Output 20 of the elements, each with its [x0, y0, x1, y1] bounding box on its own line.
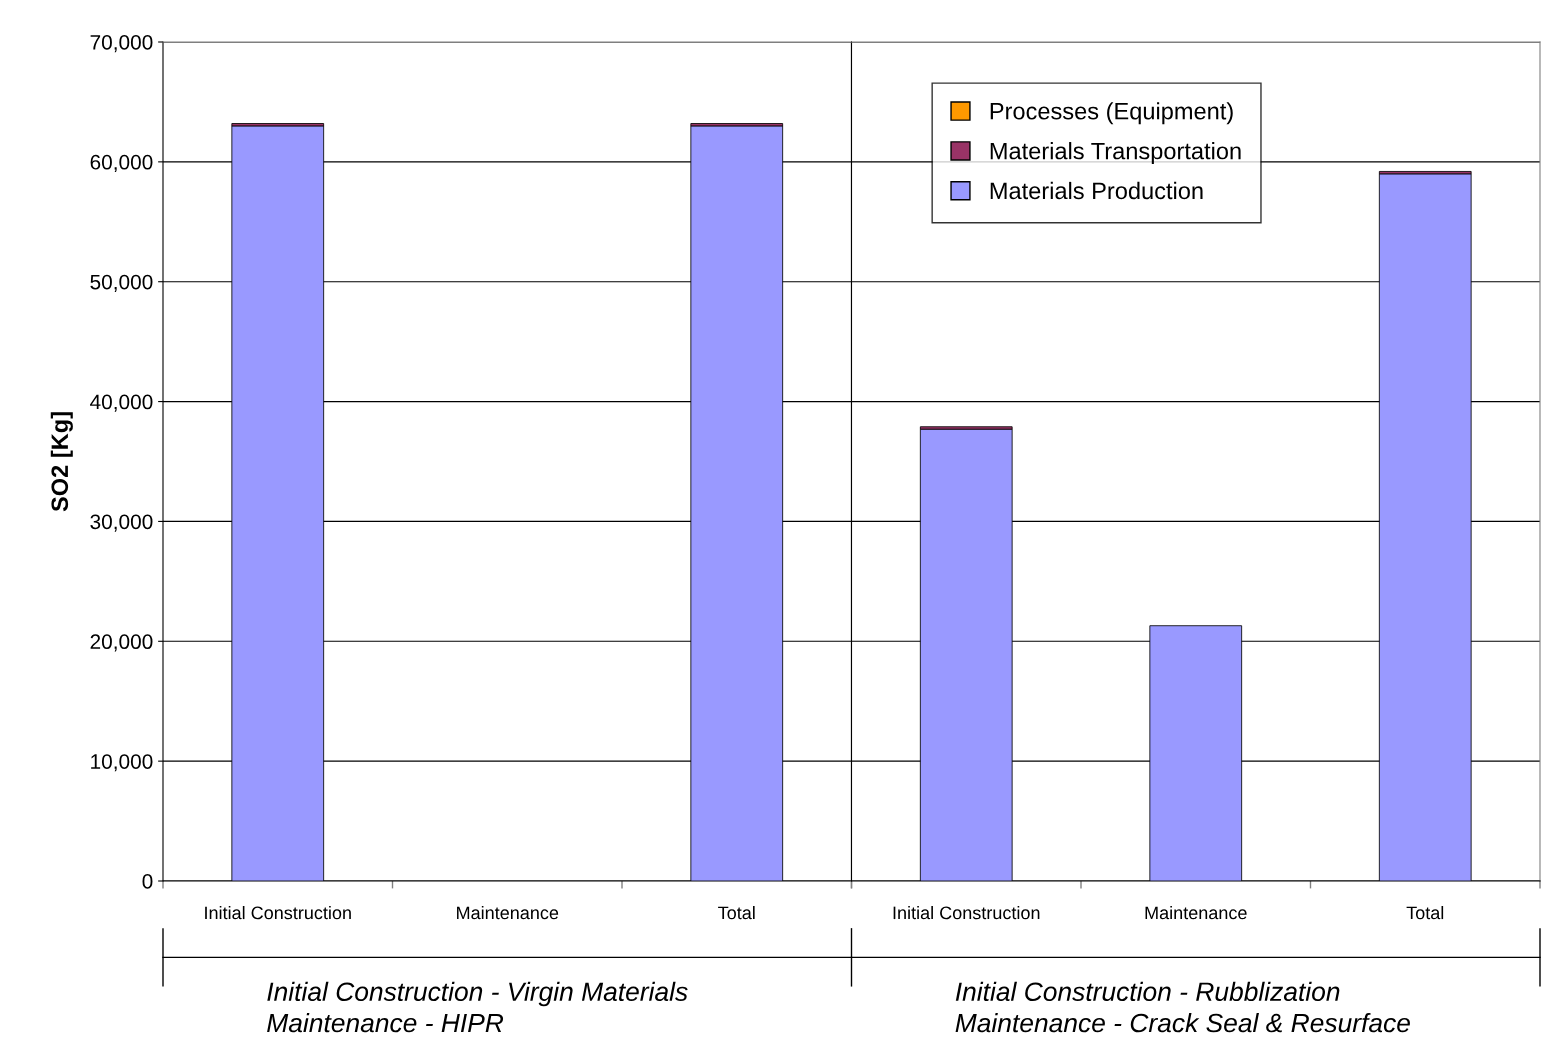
- legend-label: Materials Transportation: [990, 142, 1241, 165]
- x-tick-label: Total: [718, 906, 755, 920]
- y-tick-label: 50,000: [90, 274, 153, 292]
- text: Initial Construction - Virgin Materials Maintenance - HIPR: [267, 981, 688, 1033]
- legend-label: Processes (Equipment): [990, 102, 1233, 125]
- x-tick-label: Maintenance: [1145, 906, 1247, 920]
- text: Initial Construction - Rubblization Maintenance - Crack Seal & Resurface: [955, 981, 1410, 1033]
- x-tick-label: Maintenance: [457, 906, 559, 920]
- y-tick-label: 60,000: [90, 154, 153, 173]
- legend-label: Materials Production: [990, 181, 1203, 200]
- y-tick-label: 30,000: [90, 514, 153, 532]
- y-tick-label: 0: [142, 874, 153, 889]
- y-axis-title: SO2 [Kg]: [50, 412, 73, 512]
- x-tick-label: Initial Construction: [205, 906, 351, 920]
- y-tick-label: 40,000: [90, 394, 153, 412]
- y-tick-label: 10,000: [91, 754, 153, 772]
- x-tick-label: Total: [1406, 906, 1444, 920]
- y-tick-label: 20,000: [90, 634, 153, 652]
- x-tick-label: Initial Construction: [893, 906, 1040, 920]
- y-tick-label: 70,000: [90, 35, 153, 53]
